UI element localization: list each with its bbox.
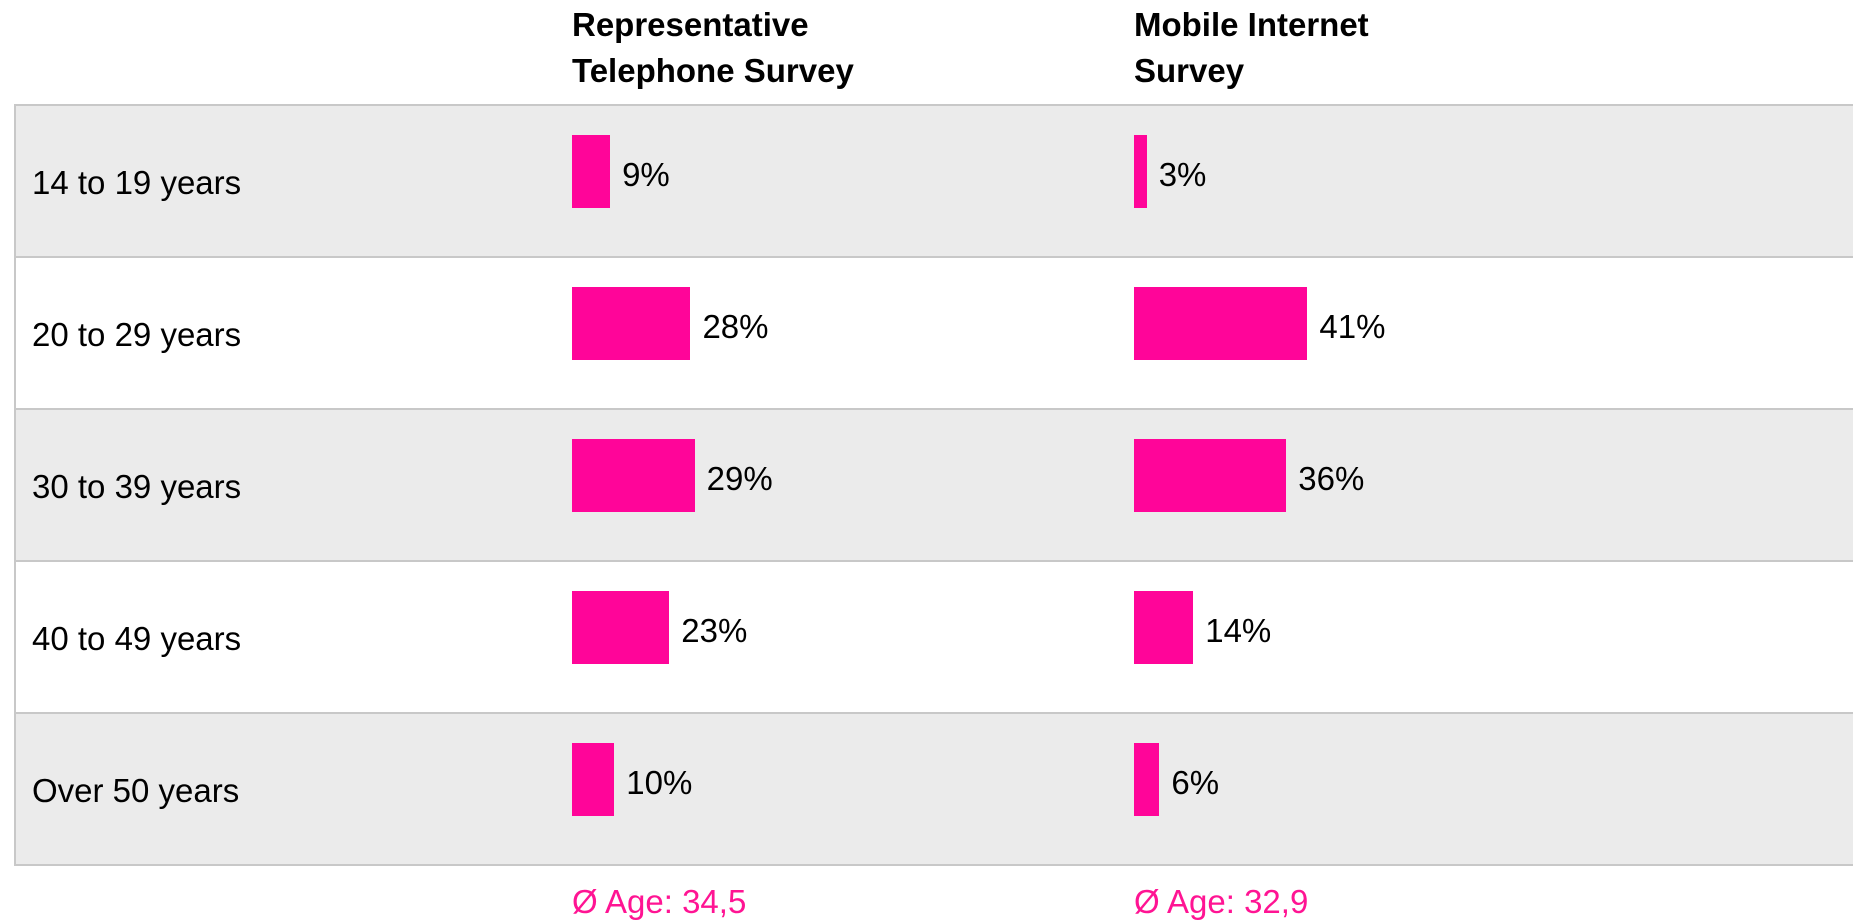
column-header: Mobile Internet Survey <box>1134 6 1369 89</box>
average-age: Ø Age: 34,5 <box>572 883 747 920</box>
bar <box>1134 135 1147 208</box>
value-label: 10% <box>626 764 693 801</box>
value-label: 41% <box>1319 308 1386 345</box>
value-label: 23% <box>681 612 748 649</box>
bar <box>572 743 615 816</box>
value-label: 36% <box>1298 460 1365 497</box>
average-age: Ø Age: 32,9 <box>1134 883 1309 920</box>
value-label: 9% <box>622 156 670 193</box>
row-label: 20 to 29 years <box>32 316 242 353</box>
row-label: 40 to 49 years <box>32 620 242 657</box>
value-label: 14% <box>1205 612 1272 649</box>
value-label: 3% <box>1158 156 1207 193</box>
value-label: 29% <box>706 460 773 497</box>
bar <box>1134 287 1308 360</box>
bar <box>1134 743 1160 816</box>
bar <box>572 591 670 664</box>
table-row <box>14 104 1853 256</box>
value-label: 28% <box>702 308 769 345</box>
row-label: Over 50 years <box>32 772 240 809</box>
column-header: Representative Telephone Survey <box>572 6 854 89</box>
table-row <box>14 408 1853 560</box>
row-label: 14 to 19 years <box>32 164 242 201</box>
bar <box>572 287 691 360</box>
bar <box>572 439 695 512</box>
row-label: 30 to 39 years <box>32 468 242 505</box>
bar <box>1134 591 1194 664</box>
table-row <box>14 256 1853 408</box>
table-row <box>14 560 1853 712</box>
bar <box>1134 439 1287 512</box>
value-label: 6% <box>1171 764 1220 801</box>
bar <box>572 135 611 208</box>
table-row <box>14 712 1853 866</box>
